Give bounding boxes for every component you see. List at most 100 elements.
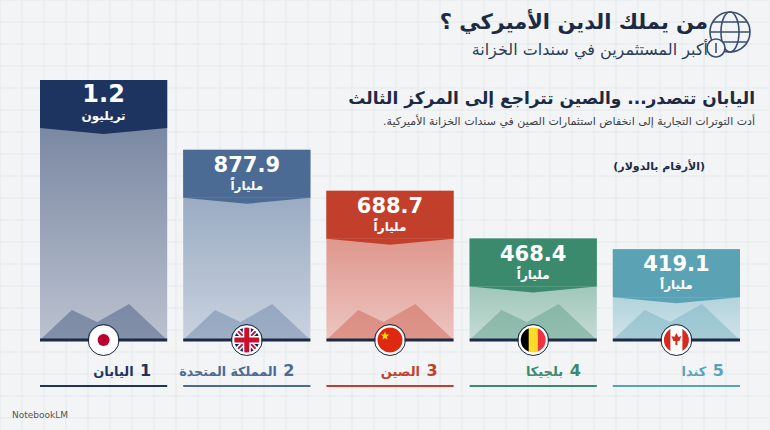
value-label: 877.9ملياراً (214, 153, 280, 193)
rank-label: 3 (426, 361, 437, 380)
flag-part (662, 326, 690, 354)
flag (661, 325, 692, 356)
flag (231, 325, 262, 356)
bg-line (176, 0, 177, 430)
bg-line (638, 0, 639, 430)
rank-label: 4 (570, 361, 581, 380)
rank-label: 2 (283, 361, 294, 380)
coin (707, 39, 725, 57)
value-number: 419.1 (643, 252, 709, 276)
flag-part (90, 326, 118, 354)
bg-line (462, 0, 463, 430)
flag-inner (233, 326, 261, 354)
globe-lat (713, 21, 747, 23)
category-label: اليابان (93, 364, 133, 379)
bg-line (594, 0, 595, 430)
label-underline (326, 385, 453, 387)
title: من يملك الدين الأميركي ؟ (440, 10, 708, 34)
value-unit: تريليون (82, 109, 126, 124)
baseline (183, 339, 310, 342)
bg-line (0, 0, 1, 430)
label-underline (613, 385, 740, 387)
source-watermark: NotebookLM (12, 410, 68, 420)
chart-svg: 1.2تريليون1اليابان877.9ملياراً2المملكة ا… (0, 0, 770, 430)
flag-ring (231, 325, 262, 356)
rank-label: 1 (140, 361, 151, 380)
category-label: الصين (381, 364, 420, 379)
bg-line (0, 396, 770, 397)
value-unit: ملياراً (230, 177, 263, 193)
bar (40, 80, 167, 340)
value-label: 688.7ملياراً (357, 194, 423, 234)
globe-icon (707, 12, 750, 57)
bar-header (183, 150, 310, 198)
bg-line (0, 0, 770, 1)
bg-line (726, 0, 727, 430)
bar-header (470, 239, 597, 287)
bg-line (0, 66, 770, 67)
flag-inner (90, 326, 118, 354)
bar (183, 150, 310, 340)
page: {"chart_data": { "type": "bar", "title":… (0, 0, 770, 430)
flag-part (671, 333, 681, 345)
flag-part (376, 326, 404, 354)
flag (88, 325, 119, 356)
background-grid (0, 0, 770, 430)
bar-chevron (183, 198, 310, 204)
flag-part (233, 338, 261, 343)
flag-ring (377, 327, 404, 354)
units-note: (الأرقام بالدولار) (613, 160, 705, 173)
value-number: 1.2 (82, 80, 125, 108)
flag-ring (520, 327, 547, 354)
bg-line (616, 0, 617, 430)
flag-part (529, 326, 539, 354)
label-underline (40, 385, 167, 387)
headline: اليابان تتصدر... والصين تتراجع إلى المرك… (348, 88, 755, 108)
value-number: 877.9 (214, 153, 280, 177)
label-underline (183, 385, 310, 387)
flag-part (233, 326, 261, 354)
flag-part (233, 326, 261, 354)
flag (375, 325, 406, 356)
flag-inner (519, 326, 548, 354)
bg-line (506, 0, 507, 430)
coin-mark (715, 43, 717, 53)
value-label: 419.1ملياراً (643, 252, 709, 292)
category-label: كندا (682, 364, 707, 379)
flag-ring (90, 327, 117, 354)
value-label: 468.4ملياراً (500, 242, 566, 282)
flag-part (233, 326, 261, 354)
flag-part (98, 334, 110, 346)
flag-ring (88, 325, 119, 356)
description: أدت التوترات التجارية إلى انخفاض استثمار… (383, 115, 755, 128)
bg-line (0, 418, 770, 419)
flag-ring (661, 325, 692, 356)
flag-inner (376, 326, 404, 354)
stage: 1.2تريليون1اليابان877.9ملياراً2المملكة ا… (0, 0, 770, 430)
globe (710, 12, 750, 52)
bg-line (484, 0, 485, 430)
flag-part (381, 332, 390, 340)
category-label: المملكة المتحدة (179, 364, 277, 379)
value-unit: ملياراً (517, 266, 550, 282)
bar-chevron (326, 239, 453, 245)
flag-inner (662, 326, 690, 354)
bg-line (660, 0, 661, 430)
bar (326, 191, 453, 340)
value-unit: ملياراً (374, 218, 407, 234)
rank-label: 5 (713, 361, 724, 380)
value-unit: ملياراً (660, 277, 693, 293)
bar-chevron (613, 297, 740, 303)
bg-line (748, 0, 749, 430)
flag-ring (233, 327, 260, 354)
bar-chevron (40, 128, 167, 134)
flag-part (233, 326, 261, 354)
bg-line (22, 0, 23, 430)
subtitle: أكبر المستثمرين في سندات الخزانة (472, 40, 708, 59)
flag-ring (375, 325, 406, 356)
bar-header (326, 191, 453, 239)
label-underline (470, 385, 597, 387)
flag-ring (663, 327, 690, 354)
flag-ring (518, 325, 549, 356)
bar-header (40, 80, 167, 128)
